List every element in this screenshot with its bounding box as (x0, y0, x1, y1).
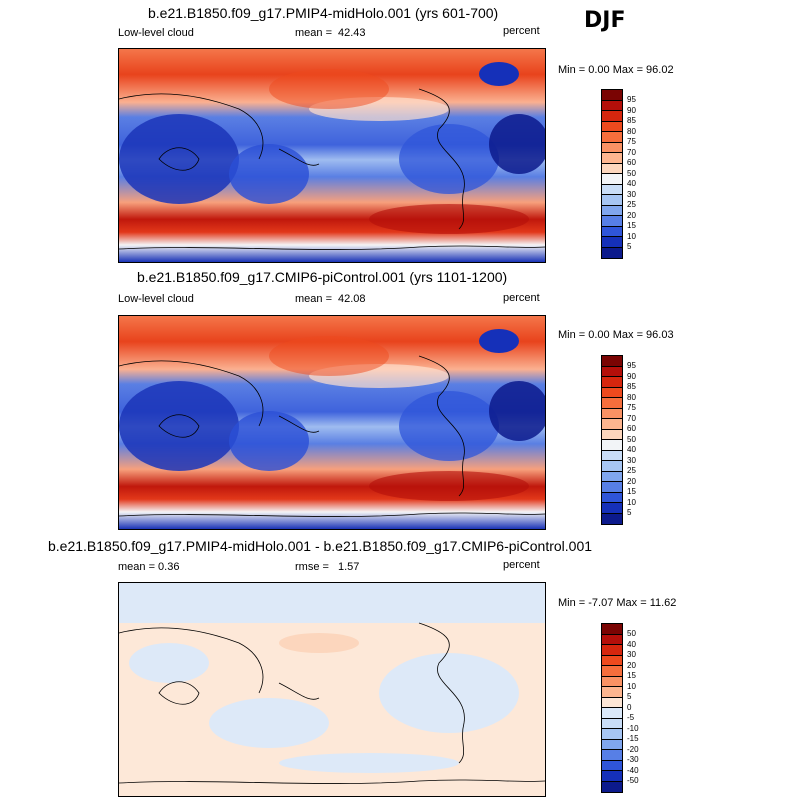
colorbar-tick: 30 (627, 190, 636, 199)
colorbar-tick: -5 (627, 713, 635, 722)
colorbar-tick: 75 (627, 403, 636, 412)
colorbar-tick: 40 (627, 640, 636, 649)
panel1-mean-value: 42.43 (338, 27, 366, 39)
panel1-field-label: Low-level cloud (118, 27, 194, 39)
colorbar-tick: 30 (627, 650, 636, 659)
colorbar-tick: -30 (627, 755, 639, 764)
colorbar-tick: 20 (627, 661, 636, 670)
panel2-mean-value: 42.08 (338, 293, 366, 305)
colorbar-tick: 90 (627, 106, 636, 115)
colorbar-tick: 25 (627, 466, 636, 475)
panel2-title: b.e21.B1850.f09_g17.CMIP6-piControl.001 … (137, 269, 508, 285)
colorbar-tick: 85 (627, 382, 636, 391)
colorbar-tick: 60 (627, 424, 636, 433)
panel1-colorbar (601, 89, 623, 259)
panel3-title: b.e21.B1850.f09_g17.PMIP4-midHolo.001 - … (48, 538, 593, 554)
panel1-title: b.e21.B1850.f09_g17.PMIP4-midHolo.001 (y… (148, 5, 499, 21)
panel3-map (118, 582, 546, 797)
panel1-mean-label: mean = (295, 27, 332, 39)
colorbar-tick: 50 (627, 169, 636, 178)
panel3-units: percent (503, 559, 540, 571)
colorbar-tick: 10 (627, 682, 636, 691)
panel2-units: percent (503, 292, 540, 304)
colorbar-tick: 40 (627, 445, 636, 454)
colorbar-tick: 75 (627, 137, 636, 146)
colorbar-tick: -50 (627, 776, 639, 785)
panel3-rmse-label: rmse = (295, 561, 329, 573)
colorbar-tick: 70 (627, 148, 636, 157)
colorbar-tick: -15 (627, 734, 639, 743)
colorbar-tick: 20 (627, 211, 636, 220)
panel2-mean-label: mean = (295, 293, 332, 305)
panel2-map (118, 315, 546, 530)
colorbar-tick: 25 (627, 200, 636, 209)
colorbar-tick: -10 (627, 724, 639, 733)
colorbar-tick: -20 (627, 745, 639, 754)
colorbar-tick: 15 (627, 221, 636, 230)
panel1-units: percent (503, 25, 540, 37)
colorbar-tick: 20 (627, 477, 636, 486)
colorbar-tick: 95 (627, 361, 636, 370)
colorbar-tick: 80 (627, 127, 636, 136)
colorbar-tick: 95 (627, 95, 636, 104)
panel2-colorbar (601, 355, 623, 525)
panel3-colorbar (601, 623, 623, 793)
colorbar-tick: 90 (627, 372, 636, 381)
colorbar-tick: 50 (627, 435, 636, 444)
colorbar-tick: 85 (627, 116, 636, 125)
colorbar-tick: 0 (627, 703, 632, 712)
panel1-minmax: Min = 0.00 Max = 96.02 (558, 64, 674, 76)
panel1-map (118, 48, 546, 263)
colorbar-tick: 15 (627, 671, 636, 680)
panel3-minmax: Min = -7.07 Max = 11.62 (558, 597, 677, 609)
colorbar-tick: 5 (627, 242, 632, 251)
colorbar-tick: 5 (627, 692, 632, 701)
panel3-rmse-value: 1.57 (338, 561, 360, 573)
colorbar-tick: 80 (627, 393, 636, 402)
panel2-field-label: Low-level cloud (118, 293, 194, 305)
colorbar-tick: 10 (627, 498, 636, 507)
colorbar-tick: 10 (627, 232, 636, 241)
colorbar-tick: 5 (627, 508, 632, 517)
colorbar-tick: 40 (627, 179, 636, 188)
colorbar-tick: 30 (627, 456, 636, 465)
colorbar-tick: 70 (627, 414, 636, 423)
colorbar-tick: 60 (627, 158, 636, 167)
colorbar-tick: 15 (627, 487, 636, 496)
colorbar-tick: -40 (627, 766, 639, 775)
season-label: DJF (584, 8, 626, 33)
colorbar-tick: 50 (627, 629, 636, 638)
panel2-minmax: Min = 0.00 Max = 96.03 (558, 329, 674, 341)
panel3-mean: mean = 0.36 (118, 561, 180, 573)
